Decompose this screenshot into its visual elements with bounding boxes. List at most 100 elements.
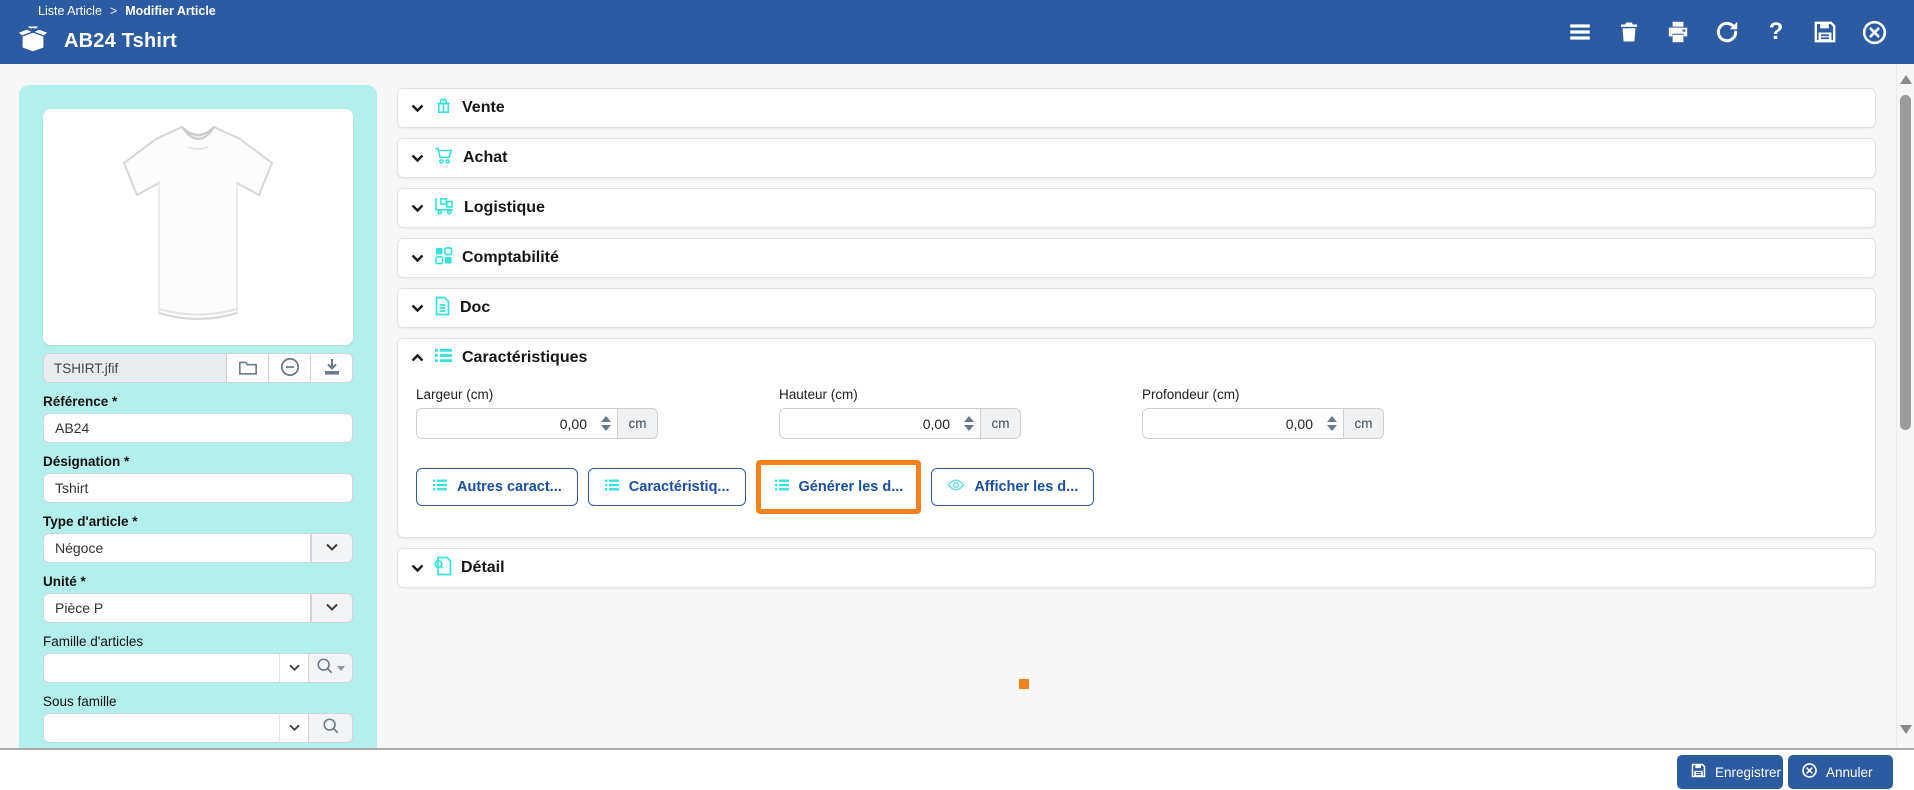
download-image-button[interactable] (311, 353, 353, 383)
section-vente-header[interactable]: Vente (398, 89, 1875, 127)
famille-label: Famille d'articles (43, 634, 144, 649)
refresh-button[interactable] (1713, 18, 1741, 46)
page-title: AB24 Tshirt (64, 30, 177, 52)
spinner-down-icon[interactable] (1327, 425, 1337, 431)
breadcrumb-separator: > (109, 4, 118, 18)
delete-button[interactable] (1615, 18, 1643, 46)
chevron-down-icon (325, 599, 339, 617)
spinner-up-icon[interactable] (1327, 416, 1337, 422)
section-title: Logistique (464, 199, 545, 216)
button-label: Autres caract... (457, 479, 562, 495)
document-search-icon (434, 556, 452, 581)
floppy-save-icon (1812, 19, 1838, 45)
breadcrumb-parent-link[interactable]: Liste Article (38, 4, 102, 18)
folder-icon (238, 358, 258, 379)
hauteur-spinner[interactable] (964, 408, 974, 439)
unite-value: Pièce P (43, 593, 311, 623)
list-icon (434, 347, 453, 369)
vertical-scrollbar[interactable] (1896, 64, 1914, 748)
top-header: Liste Article > Modifier Article AB24 Ts… (0, 0, 1914, 64)
type-article-label: Type d'article * (43, 514, 138, 529)
download-icon (322, 357, 342, 380)
scroll-down-arrow-icon[interactable] (1900, 725, 1912, 734)
sous-famille-field[interactable] (43, 713, 279, 743)
cancel-button[interactable]: Annuler (1788, 755, 1893, 789)
type-article-select[interactable]: Négoce (43, 533, 353, 563)
section-doc: Doc (397, 288, 1876, 328)
unit-suffix: cm (981, 408, 1021, 439)
sous-famille-dropdown-button[interactable] (279, 713, 309, 743)
afficher-declinaisons-button[interactable]: Afficher les d... (931, 468, 1095, 506)
scroll-up-arrow-icon[interactable] (1900, 75, 1912, 84)
caracteristiques-actions: Autres caract... Caractéristiq... (416, 460, 1857, 514)
section-vente: Vente (397, 88, 1876, 128)
autres-caracteristiques-button[interactable]: Autres caract... (416, 468, 578, 506)
save-button[interactable]: Enregistrer (1677, 755, 1783, 789)
button-label: Caractéristiq... (628, 479, 730, 495)
chevron-down-icon (410, 103, 425, 113)
caracteristiques-button[interactable]: Caractéristiq... (587, 468, 746, 506)
spinner-down-icon[interactable] (601, 425, 611, 431)
hauteur-input[interactable] (779, 408, 981, 439)
section-title: Caractéristiques (462, 349, 588, 366)
print-button[interactable] (1664, 18, 1692, 46)
unite-label: Unité * (43, 574, 86, 589)
image-filename-field[interactable] (43, 353, 227, 383)
generer-declinaisons-button[interactable]: Générer les d... (763, 468, 914, 506)
list-icon (774, 478, 790, 496)
largeur-input[interactable] (416, 408, 618, 439)
chevron-down-icon (410, 253, 425, 263)
famille-dropdown-button[interactable] (279, 653, 309, 683)
section-comptabilite-header[interactable]: Comptabilité (398, 239, 1875, 277)
spinner-up-icon[interactable] (601, 416, 611, 422)
unite-select[interactable]: Pièce P (43, 593, 353, 623)
section-logistique-header[interactable]: Logistique (398, 189, 1875, 227)
help-button[interactable]: ? (1762, 18, 1790, 46)
reference-label: Référence * (43, 394, 118, 409)
unite-dropdown-button[interactable] (311, 593, 353, 623)
chevron-down-icon (410, 563, 425, 573)
caret-down-icon (337, 665, 345, 671)
browse-file-button[interactable] (227, 353, 269, 383)
section-logistique: Logistique (397, 188, 1876, 228)
article-image-card (43, 109, 353, 345)
type-article-dropdown-button[interactable] (311, 533, 353, 563)
document-icon (434, 296, 451, 321)
hamburger-icon (1567, 19, 1593, 45)
section-doc-header[interactable]: Doc (398, 289, 1875, 327)
spinner-up-icon[interactable] (964, 416, 974, 422)
chevron-down-icon (410, 303, 425, 313)
refresh-icon (1714, 19, 1740, 45)
profondeur-spinner[interactable] (1327, 408, 1337, 439)
famille-field[interactable] (43, 653, 279, 683)
sous-famille-search-button[interactable] (309, 713, 353, 743)
spinner-down-icon[interactable] (964, 425, 974, 431)
remove-image-button[interactable] (269, 353, 311, 383)
close-circle-icon (1801, 762, 1818, 782)
section-caracteristiques-header[interactable]: Caractéristiques (398, 339, 1875, 377)
menu-button[interactable] (1566, 18, 1594, 46)
footer-bar: Enregistrer Annuler (0, 748, 1914, 790)
chevron-down-icon (410, 203, 425, 213)
save-toolbar-button[interactable] (1811, 18, 1839, 46)
sections-column: Vente Achat (397, 88, 1876, 598)
section-detail-header[interactable]: Détail (398, 549, 1875, 587)
type-article-value: Négoce (43, 533, 311, 563)
reference-field[interactable] (43, 413, 353, 443)
designation-field[interactable] (43, 473, 353, 503)
button-label: Afficher les d... (974, 479, 1079, 495)
section-title: Doc (460, 299, 491, 316)
section-title: Achat (463, 149, 508, 166)
largeur-spinner[interactable] (601, 408, 611, 439)
famille-search-button[interactable] (309, 653, 353, 683)
close-button[interactable] (1860, 18, 1888, 46)
designation-label: Désignation * (43, 454, 130, 469)
section-achat-header[interactable]: Achat (398, 139, 1875, 177)
caracteristiques-body: Largeur (cm) cm (398, 377, 1875, 532)
image-file-row (43, 353, 353, 383)
scrollbar-thumb[interactable] (1900, 95, 1911, 430)
highlight-box: Générer les d... (755, 460, 922, 514)
section-comptabilite: Comptabilité (397, 238, 1876, 278)
header-toolbar: ? (1566, 0, 1888, 64)
profondeur-input[interactable] (1142, 408, 1344, 439)
